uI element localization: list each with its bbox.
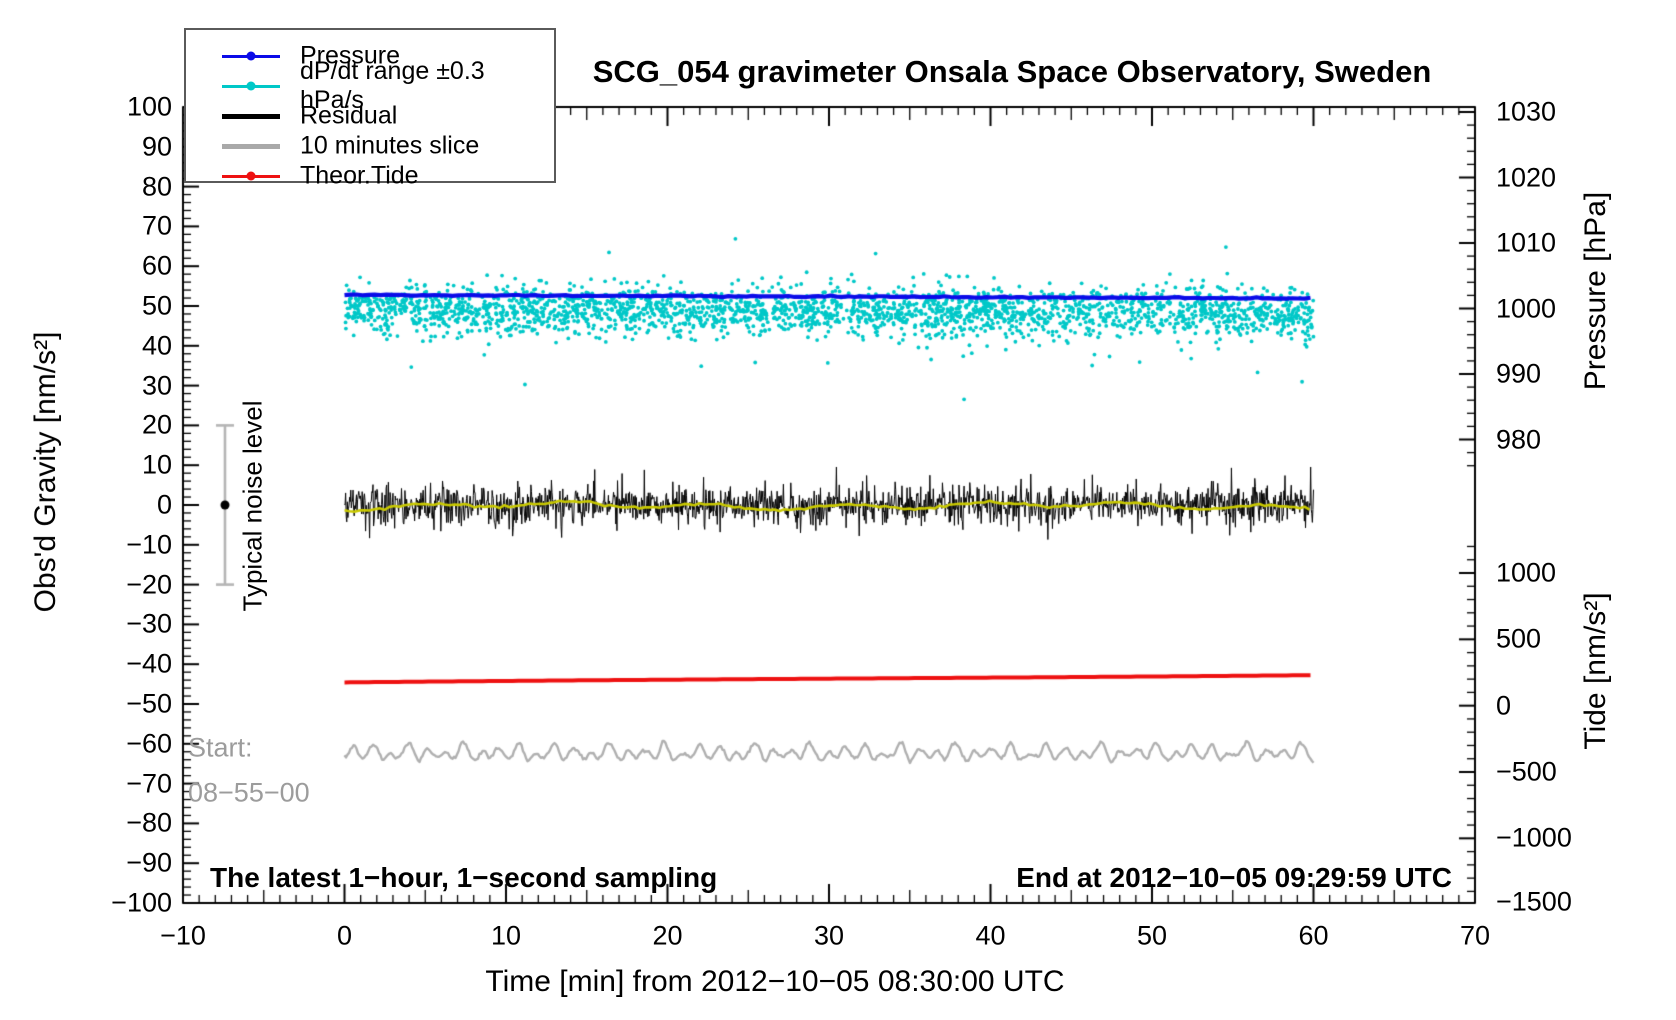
gravity-tick-label: 20 bbox=[141, 409, 172, 440]
gravity-axis-title: Obs'd Gravity [nm/s²] bbox=[29, 331, 62, 613]
gravity-tick-label: 10 bbox=[141, 449, 172, 480]
gravity-tick-label: 60 bbox=[141, 250, 172, 281]
gravity-tick-label: −30 bbox=[126, 608, 172, 639]
pressure-tick-label: 1020 bbox=[1496, 162, 1557, 192]
x-tick-label: 60 bbox=[1298, 920, 1329, 951]
tide-tick-label: −1500 bbox=[1496, 886, 1572, 917]
pressure-tick-label: 990 bbox=[1496, 358, 1542, 389]
x-tick-label: 10 bbox=[490, 920, 522, 951]
start-label: Start: bbox=[188, 732, 253, 763]
legend-item-pressure: Pressure bbox=[186, 41, 554, 71]
tide-tick-label: 0 bbox=[1496, 690, 1512, 721]
tide-axis-title: Tide [nm/s²] bbox=[1579, 592, 1612, 750]
gravity-tick-label: 100 bbox=[126, 91, 172, 122]
sampling-note: The latest 1−hour, 1−second sampling bbox=[210, 862, 718, 893]
legend-item-dp-dt-range-0-3-hpa-s: dP/dt range ±0.3 hPa/s bbox=[186, 57, 554, 114]
pressure-tick-label: 980 bbox=[1496, 424, 1542, 454]
x-tick-label: 20 bbox=[652, 920, 683, 951]
gravity-tick-label: 50 bbox=[141, 290, 172, 321]
gravity-tick-label: −100 bbox=[111, 887, 172, 918]
gravity-tick-label: −80 bbox=[126, 807, 172, 838]
legend-label: dP/dt range ±0.3 hPa/s bbox=[300, 57, 485, 114]
legend: Pressure dP/dt range ±0.3 hPa/s Residual 10… bbox=[184, 28, 556, 190]
pressure-tick-label: 1010 bbox=[1496, 227, 1557, 258]
tide-tick-label: −1000 bbox=[1496, 822, 1572, 853]
gravity-tick-label: −50 bbox=[126, 688, 172, 719]
gravity-tick-label: −40 bbox=[126, 648, 172, 679]
gravity-tick-label: 0 bbox=[156, 489, 172, 520]
legend-label: Pressure bbox=[300, 41, 401, 70]
x-tick-label: 50 bbox=[1136, 920, 1168, 951]
tide-tick-label: −500 bbox=[1496, 756, 1557, 787]
end-note: End at 2012−10−05 09:29:59 UTC bbox=[1016, 862, 1452, 893]
tide-tick-label: 1000 bbox=[1496, 557, 1557, 588]
x-tick-label: 40 bbox=[975, 920, 1006, 951]
pressure-tick-label: 1030 bbox=[1496, 96, 1557, 127]
gravity-tick-label: −20 bbox=[126, 569, 172, 600]
legend-label: Theor.Tide bbox=[300, 161, 419, 190]
gravity-tick-label: −60 bbox=[126, 728, 172, 759]
gravity-tick-label: 40 bbox=[141, 330, 172, 361]
legend-item-residual: Residual bbox=[186, 101, 554, 131]
legend-item-theor-tide: Theor.Tide bbox=[186, 161, 554, 191]
pressure-axis-title: Pressure [hPa] bbox=[1579, 191, 1612, 391]
chart-title: SCG_054 gravimeter Onsala Space Observat… bbox=[592, 54, 1432, 89]
gravity-tick-label: −90 bbox=[126, 847, 172, 878]
x-tick-label: 0 bbox=[336, 920, 353, 951]
gravity-tick-label: 80 bbox=[141, 171, 172, 202]
pressure-tick-label: 1000 bbox=[1496, 293, 1557, 323]
x-tick-label: 30 bbox=[813, 920, 845, 951]
gravity-tick-label: 70 bbox=[141, 210, 172, 241]
tide-tick-label: 500 bbox=[1496, 623, 1542, 654]
gravity-tick-label: −70 bbox=[126, 768, 172, 799]
gravity-tick-label: −10 bbox=[126, 529, 172, 560]
noise-bar-label: Typical noise level bbox=[237, 400, 268, 612]
gravity-tick-label: 30 bbox=[141, 370, 172, 401]
legend-label: 10 minutes slice bbox=[300, 131, 480, 160]
x-tick-label: −10 bbox=[160, 920, 206, 951]
legend-label: Residual bbox=[300, 101, 398, 130]
start-time: 08−55−00 bbox=[188, 777, 310, 808]
legend-item-10-minutes-slice: 10 minutes slice bbox=[186, 131, 554, 161]
x-tick-label: 70 bbox=[1459, 920, 1491, 951]
x-axis-title: Time [min] from 2012−10−05 08:30:00 UTC bbox=[485, 965, 1065, 998]
gravity-tick-label: 90 bbox=[141, 131, 172, 162]
